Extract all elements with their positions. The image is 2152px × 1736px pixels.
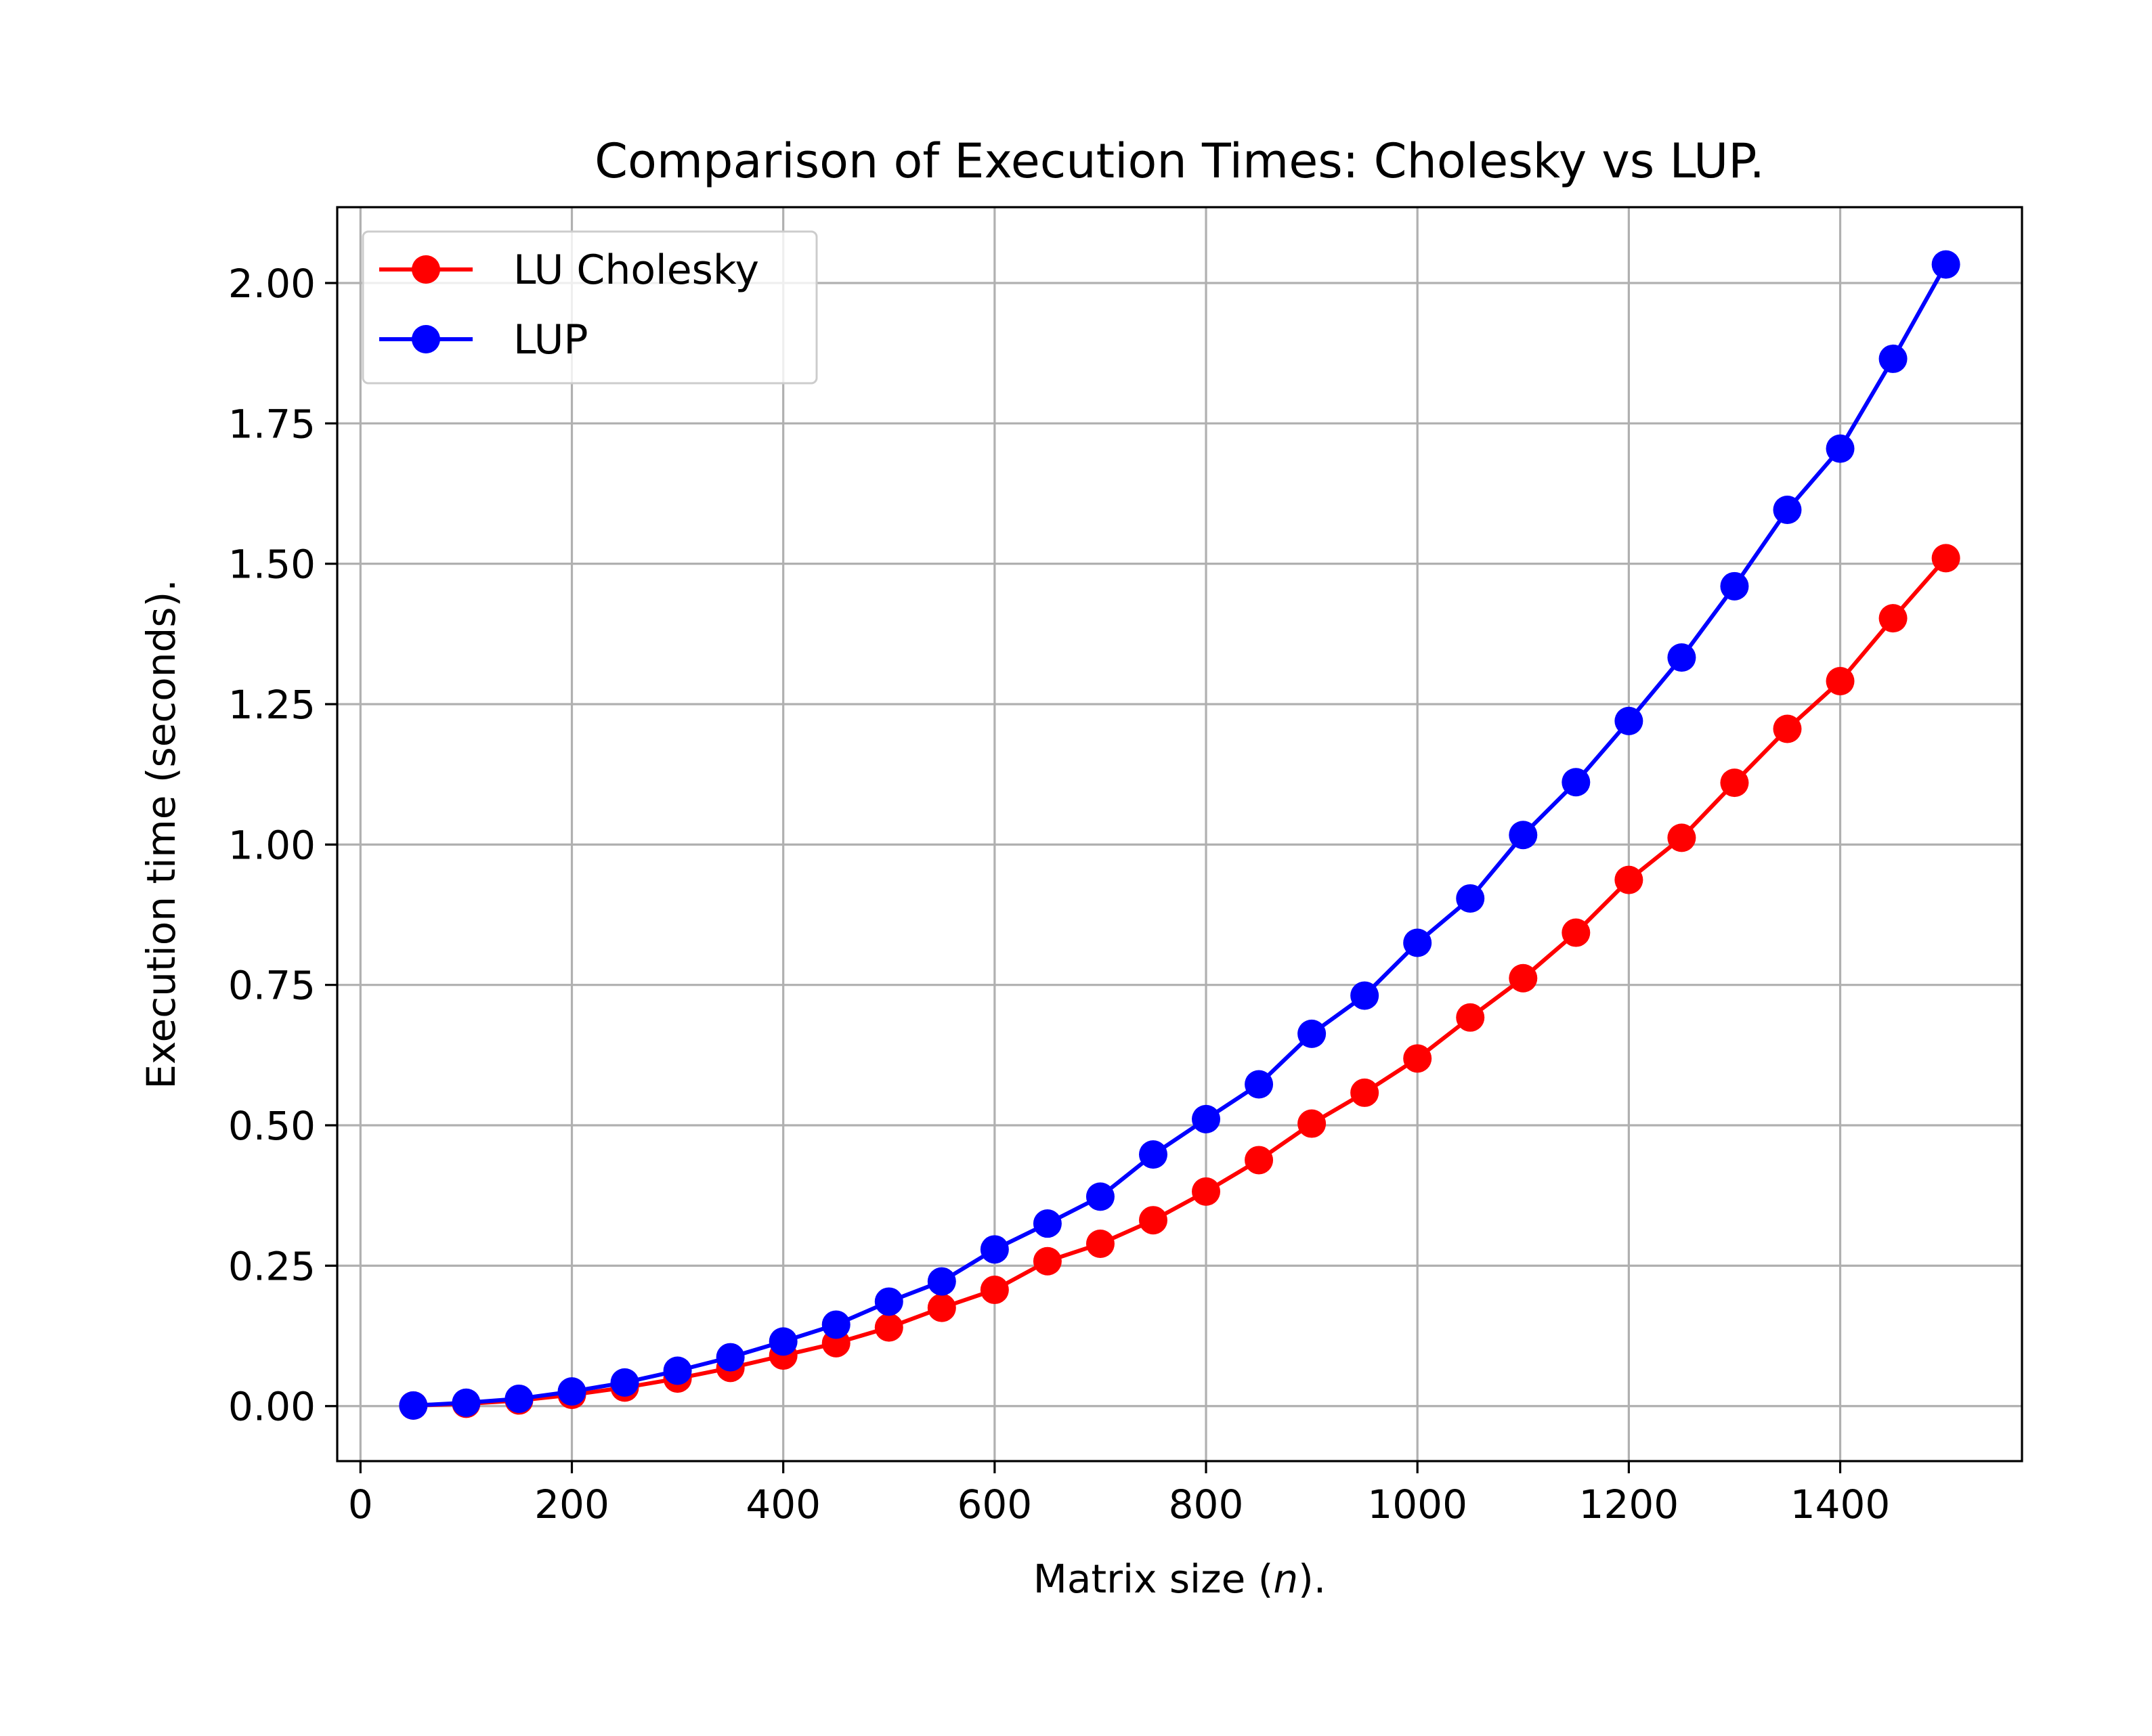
- data-point: [1033, 1246, 1062, 1276]
- data-point: [1931, 544, 1960, 573]
- x-axis-label: Matrix size (n).: [1033, 1556, 1326, 1602]
- data-point: [1403, 928, 1432, 957]
- data-point: [1456, 884, 1485, 913]
- x-tick-label: 800: [1169, 1481, 1244, 1527]
- data-point: [1350, 1078, 1379, 1107]
- series-layer: [399, 250, 1960, 1420]
- data-point: [1456, 1003, 1485, 1032]
- data-point: [1138, 1206, 1167, 1235]
- x-axis-label-variable: n: [1273, 1556, 1298, 1602]
- data-point: [1192, 1177, 1221, 1206]
- data-point: [1085, 1230, 1115, 1259]
- ticks: 0 200 400 600 800 1000 1200 1400 0.00 0.25 0.50 0.7…: [228, 261, 1890, 1527]
- data-point: [1931, 250, 1960, 279]
- data-point: [1562, 768, 1591, 797]
- y-tick-label: 0.50: [228, 1103, 316, 1149]
- x-axis-label-suffix: ).: [1298, 1556, 1326, 1602]
- y-tick-label: 1.50: [228, 542, 316, 588]
- x-tick-label: 400: [746, 1481, 821, 1527]
- data-point: [1720, 571, 1749, 601]
- x-axis-label-prefix: Matrix size (: [1033, 1556, 1274, 1602]
- data-point: [1297, 1109, 1327, 1138]
- data-point: [716, 1343, 745, 1372]
- legend-marker: [412, 255, 440, 284]
- legend-label: LUP: [513, 316, 588, 364]
- data-point: [1773, 714, 1802, 743]
- x-tick-label: 1400: [1790, 1481, 1891, 1527]
- data-point: [663, 1356, 692, 1385]
- data-point: [1614, 706, 1643, 735]
- y-tick-label: 1.25: [228, 682, 316, 728]
- data-point: [1403, 1044, 1432, 1073]
- data-point: [1297, 1019, 1327, 1048]
- data-point: [1878, 344, 1908, 373]
- data-point: [1033, 1209, 1062, 1238]
- grid: [337, 207, 2022, 1461]
- data-point: [1826, 434, 1855, 463]
- y-tick-label: 0.25: [228, 1243, 316, 1289]
- data-point: [610, 1368, 639, 1397]
- data-point: [1826, 666, 1855, 695]
- x-tick-label: 200: [534, 1481, 609, 1527]
- x-tick-label: 1000: [1367, 1481, 1467, 1527]
- data-point: [557, 1377, 586, 1406]
- data-point: [1138, 1140, 1167, 1169]
- legend-entry: LUP: [379, 316, 588, 364]
- data-point: [769, 1327, 798, 1356]
- chart-title: Comparison of Execution Times: Cholesky …: [595, 133, 1765, 189]
- data-point: [1562, 918, 1591, 947]
- plot-frame: [336, 206, 2023, 1462]
- data-point: [927, 1293, 956, 1322]
- data-point: [1667, 643, 1696, 672]
- legend-marker: [412, 325, 440, 353]
- data-point: [1878, 604, 1908, 633]
- legend-box: [362, 230, 818, 385]
- data-point: [399, 1391, 428, 1420]
- data-point: [1245, 1146, 1274, 1175]
- y-tick-label: 1.75: [228, 401, 316, 447]
- data-point: [1509, 821, 1538, 850]
- x-tick-label: 600: [957, 1481, 1032, 1527]
- data-point: [504, 1384, 534, 1413]
- data-point: [821, 1310, 851, 1339]
- data-point: [927, 1267, 956, 1296]
- data-point: [452, 1388, 481, 1417]
- data-point: [1773, 496, 1802, 525]
- data-point: [1667, 823, 1696, 852]
- data-point: [1509, 963, 1538, 993]
- data-point: [980, 1235, 1009, 1264]
- data-point: [874, 1313, 903, 1342]
- y-axis-label: Execution time (seconds).: [138, 579, 184, 1089]
- y-tick-label: 0.75: [228, 963, 316, 1009]
- y-tick-label: 2.00: [228, 261, 316, 307]
- data-point: [1192, 1104, 1221, 1133]
- data-point: [1614, 865, 1643, 894]
- y-tick-label: 0.00: [228, 1384, 316, 1430]
- data-point: [874, 1287, 903, 1316]
- x-tick-label: 1200: [1579, 1481, 1679, 1527]
- y-tick-label: 1.00: [228, 822, 316, 868]
- legend-label: LU Cholesky: [513, 246, 759, 294]
- x-tick-label: 0: [348, 1481, 373, 1527]
- data-point: [1350, 981, 1379, 1010]
- data-point: [1245, 1070, 1274, 1099]
- legend-entry: LU Cholesky: [379, 246, 759, 294]
- data-point: [980, 1276, 1009, 1305]
- data-point: [1720, 768, 1749, 798]
- data-point: [1085, 1182, 1115, 1211]
- legend-entries: LU Cholesky LUP: [379, 246, 759, 364]
- legend: LU Cholesky LUP: [362, 230, 818, 385]
- series-lup: [399, 250, 1960, 1420]
